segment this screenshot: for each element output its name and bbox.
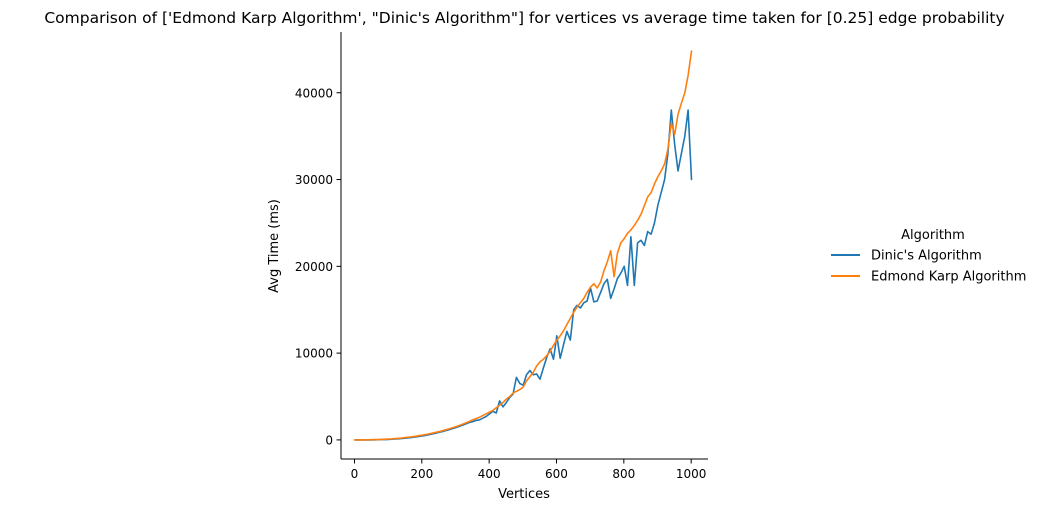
legend-items: Dinic's Algorithm Edmond Karp Algorithm: [831, 249, 1026, 285]
series-line-edmond-karp-algorithm: [353, 50, 693, 441]
legend-label-dinic-s-algorithm: Dinic's Algorithm: [871, 249, 982, 264]
y-tick-label: 30000: [295, 173, 333, 187]
x-tick-label: 600: [545, 467, 568, 481]
series-line-dinic-s-algorithm: [353, 109, 693, 441]
x-tick-label: 800: [612, 467, 635, 481]
series-group: [353, 50, 693, 441]
y-tick-label: 10000: [295, 347, 333, 361]
legend-label-edmond-karp-algorithm: Edmond Karp Algorithm: [871, 270, 1026, 285]
x-tick-label: 400: [478, 467, 501, 481]
y-tick-label: 20000: [295, 260, 333, 274]
x-tick-label: 0: [351, 467, 359, 481]
x-tick-label: 1000: [676, 467, 707, 481]
chart-title: Comparison of ['Edmond Karp Algorithm', …: [44, 9, 1004, 27]
legend-title: Algorithm: [901, 228, 965, 243]
y-tick-label: 0: [325, 433, 333, 447]
legend: Algorithm Dinic's Algorithm Edmond Karp A…: [831, 228, 1026, 285]
x-axis-label: Vertices: [498, 487, 550, 502]
x-tick-label: 200: [410, 467, 433, 481]
y-axis-label: Avg Time (ms): [267, 199, 282, 293]
y-tick-label: 40000: [295, 86, 333, 100]
